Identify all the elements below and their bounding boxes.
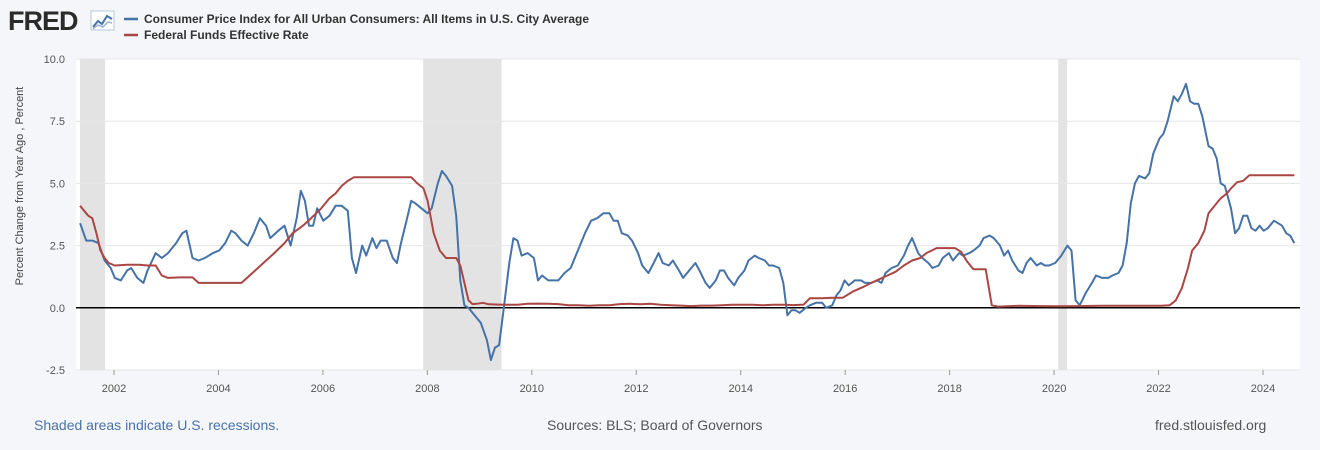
x-tick-label: 2012	[624, 383, 648, 395]
y-tick-label: 7.5	[50, 116, 65, 128]
x-tick-label: 2024	[1251, 383, 1275, 395]
x-tick-label: 2022	[1146, 383, 1170, 395]
sources-text: Sources: BLS; Board of Governors	[547, 417, 763, 433]
x-tick-label: 2004	[206, 383, 230, 395]
y-tick-label: 5.0	[50, 178, 65, 190]
legend: Consumer Price Index for All Urban Consu…	[124, 12, 589, 42]
legend-label-fedfunds: Federal Funds Effective Rate	[144, 28, 309, 42]
y-tick-label: -2.5	[46, 365, 65, 377]
y-axis-label: Percent Change from Year Ago , Percent	[14, 87, 26, 286]
x-tick-label: 2014	[728, 383, 752, 395]
fred-url[interactable]: fred.stlouisfed.org	[1155, 417, 1267, 433]
plot-area[interactable]: 10.0 7.5 5.0 2.5 0.0 -2.5 2002 2004 2006 2008 2010…	[44, 54, 1300, 395]
x-tick-label: 2020	[1042, 383, 1066, 395]
x-tick-label: 2018	[937, 383, 961, 395]
chart: FRED Consumer Price Index for All Urban …	[8, 6, 1300, 395]
x-tick-label: 2008	[415, 383, 439, 395]
series-line-cpi	[79, 82, 1296, 361]
fred-logo[interactable]: FRED	[8, 6, 115, 36]
fred-chart-icon	[90, 10, 115, 31]
legend-item-cpi[interactable]: Consumer Price Index for All Urban Consu…	[124, 12, 589, 26]
fred-logo-text: FRED	[8, 6, 78, 36]
series-line-fedfunds	[79, 174, 1295, 308]
y-tick-label: 0.0	[50, 303, 65, 315]
plot-background	[76, 59, 1300, 370]
y-tick-label: 2.5	[50, 241, 65, 253]
x-tick-label: 2010	[520, 383, 544, 395]
legend-item-fedfunds[interactable]: Federal Funds Effective Rate	[124, 28, 309, 42]
legend-label-cpi: Consumer Price Index for All Urban Consu…	[144, 12, 589, 26]
x-tick-label: 2006	[311, 383, 335, 395]
recession-band	[1058, 59, 1068, 370]
x-tick-label: 2016	[833, 383, 857, 395]
y-tick-label: 10.0	[44, 54, 65, 66]
x-tick-label: 2002	[102, 383, 126, 395]
recession-band	[423, 59, 502, 370]
recession-note: Shaded areas indicate U.S. recessions.	[34, 417, 280, 433]
recession-band	[80, 59, 106, 370]
